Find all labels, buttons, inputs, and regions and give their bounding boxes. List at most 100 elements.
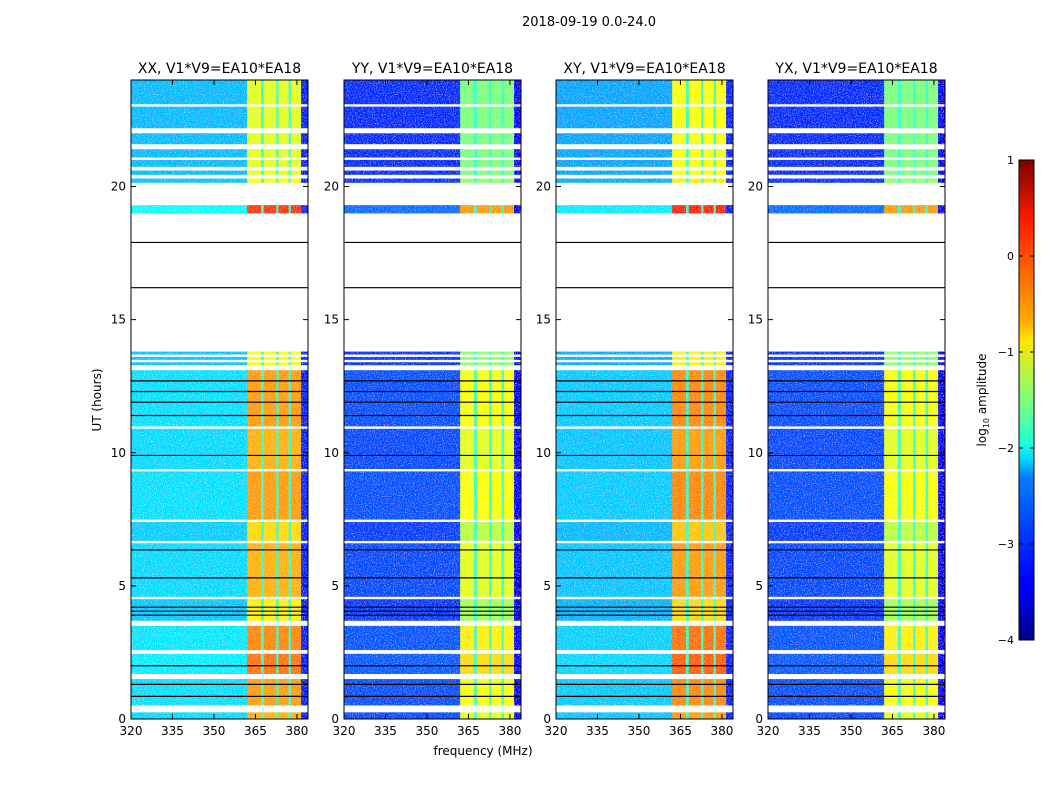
heatmap-cell: [131, 133, 248, 145]
axes-frame: [343, 79, 522, 720]
heatmap-cell: [501, 106, 505, 129]
heatmap-cell: [925, 370, 929, 427]
heatmap-cell: [501, 712, 505, 720]
heatmap-cell: [290, 712, 302, 720]
heatmap-cell: [925, 653, 929, 675]
heatmap-cell: [247, 370, 262, 427]
heatmap-cell: [726, 599, 734, 621]
heatmap-cell: [514, 428, 522, 470]
heatmap-cell: [476, 106, 490, 129]
heatmap-cell: [290, 471, 302, 520]
heatmap-cell: [927, 178, 939, 183]
heatmap-cell: [131, 178, 248, 183]
heatmap-cell: [925, 356, 929, 360]
heatmap-cell: [476, 625, 490, 651]
heatmap-cell: [489, 205, 492, 214]
heatmap-cell: [476, 133, 490, 145]
heatmap-cell: [276, 356, 279, 360]
heatmap-cell: [556, 521, 673, 541]
heatmap-cell: [703, 80, 714, 105]
heatmap-cell: [884, 159, 899, 167]
heatmap-cell: [672, 106, 687, 129]
heatmap-cell: [884, 205, 899, 214]
heatmap-cell: [915, 205, 926, 214]
heatmap-cell: [713, 80, 717, 105]
heatmap-cell: [489, 351, 492, 355]
heatmap-cell: [688, 679, 702, 706]
heatmap-cell: [556, 653, 673, 675]
heatmap-cell: [501, 205, 505, 214]
heatmap-cell: [925, 428, 929, 470]
heatmap-cell: [900, 106, 914, 129]
heatmap-cell: [701, 428, 704, 470]
heatmap-cell: [688, 428, 702, 470]
heatmap-cell: [701, 149, 704, 158]
heatmap-cell: [913, 170, 916, 175]
heatmap-cell: [278, 149, 289, 158]
heatmap-cell: [556, 80, 673, 105]
heatmap-cell: [276, 205, 279, 214]
heatmap-cell: [260, 599, 265, 621]
heatmap-cell: [685, 80, 690, 105]
heatmap-cell: [247, 543, 262, 597]
heatmap-cell: [768, 471, 885, 520]
heatmap-cell: [288, 679, 292, 706]
heatmap-cell: [460, 625, 475, 651]
heatmap-cell: [247, 599, 262, 621]
heatmap-cell: [501, 521, 505, 541]
heatmap-cell: [715, 133, 727, 145]
heatmap-cell: [897, 149, 902, 158]
heatmap-cell: [726, 170, 734, 175]
heatmap-cell: [301, 362, 309, 366]
heatmap-cell: [938, 80, 946, 105]
heatmap-cell: [260, 149, 265, 158]
heatmap-cell: [278, 543, 289, 597]
heatmap-cell: [278, 599, 289, 621]
heatmap-cell: [276, 428, 279, 470]
heatmap-cell: [925, 149, 929, 158]
heatmap-cell: [900, 653, 914, 675]
heatmap-cell: [927, 521, 939, 541]
y-tick-label: 20: [324, 180, 339, 194]
heatmap-cell: [503, 178, 515, 183]
colorbar-tick-label: −3: [998, 538, 1014, 551]
heatmap-cell: [688, 362, 702, 366]
heatmap-cell: [491, 351, 502, 355]
heatmap-cell: [290, 149, 302, 158]
heatmap-cell: [685, 543, 690, 597]
heatmap-cell: [491, 653, 502, 675]
heatmap-cell: [884, 351, 899, 355]
heatmap-cell: [276, 679, 279, 706]
heatmap-cell: [276, 106, 279, 129]
heatmap-cell: [290, 362, 302, 366]
heatmap-cell: [713, 133, 717, 145]
heatmap-cell: [489, 178, 492, 183]
heatmap-cell: [556, 106, 673, 129]
heatmap-cell: [715, 80, 727, 105]
heatmap-cell: [701, 356, 704, 360]
heatmap-cell: [476, 178, 490, 183]
x-tick-label: 365: [669, 724, 692, 738]
heatmap-cell: [460, 521, 475, 541]
heatmap-cell: [489, 543, 492, 597]
heatmap-cell: [688, 159, 702, 167]
heatmap-cell: [556, 599, 673, 621]
heatmap-cell: [278, 133, 289, 145]
heatmap-cell: [301, 80, 309, 105]
heatmap-cell: [247, 521, 262, 541]
heatmap-cell: [900, 625, 914, 651]
x-tick-label: 350: [203, 724, 226, 738]
y-tick-label: 0: [118, 712, 126, 726]
heatmap-cell: [913, 133, 916, 145]
heatmap-cell: [473, 106, 478, 129]
heatmap-cell: [768, 133, 885, 145]
heatmap-cell: [260, 471, 265, 520]
heatmap-cell: [278, 170, 289, 175]
heatmap-cell: [276, 149, 279, 158]
heatmap-cell: [715, 653, 727, 675]
heatmap-cell: [701, 205, 704, 214]
heatmap-cell: [514, 521, 522, 541]
heatmap-cell: [938, 149, 946, 158]
heatmap-cell: [713, 351, 717, 355]
heatmap-cell: [897, 205, 902, 214]
